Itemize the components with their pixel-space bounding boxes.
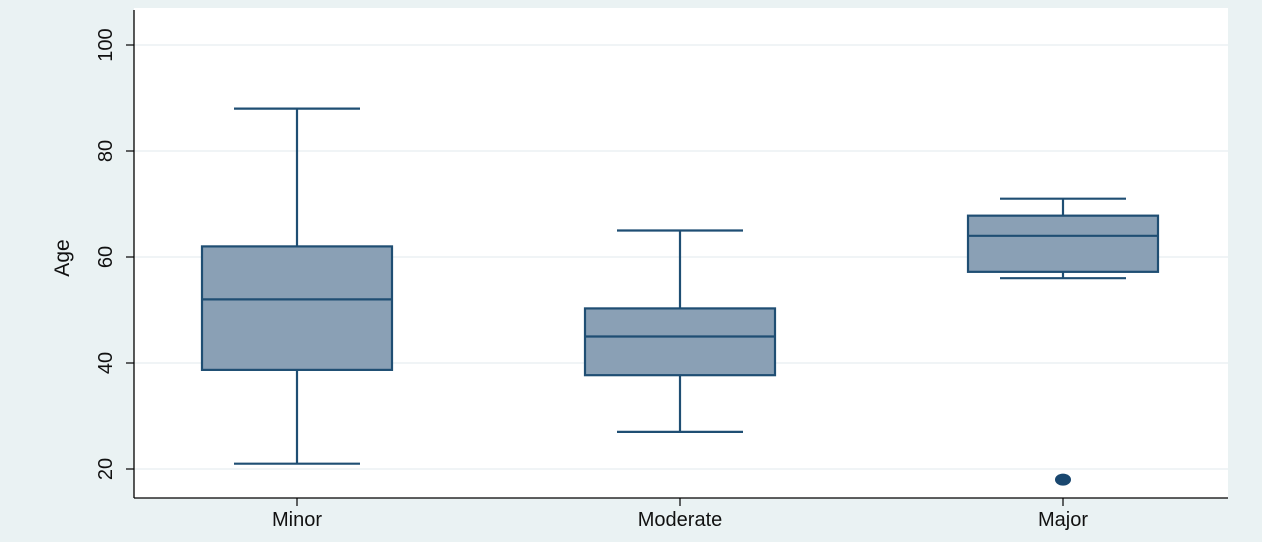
y-tick-label: 60 (95, 246, 117, 268)
iqr-box (966, 214, 1160, 273)
iqr-box (200, 245, 394, 371)
axes (133, 10, 1228, 499)
y-ticks: 20 40 60 80 100 (95, 28, 134, 480)
boxes (200, 107, 1160, 486)
x-ticks: Minor Moderate Major (272, 498, 1088, 531)
x-tick-label: Major (1038, 509, 1088, 531)
y-tick-label: 40 (95, 352, 117, 374)
box-moderate (583, 229, 777, 433)
outlier-point (1055, 473, 1071, 486)
box-major (966, 197, 1160, 486)
x-tick-label: Moderate (638, 509, 723, 531)
box-minor (200, 107, 394, 465)
x-tick-label: Minor (272, 509, 322, 531)
y-axis-title: Age (51, 239, 74, 276)
y-tick-label: 20 (95, 458, 117, 480)
iqr-box (583, 307, 777, 377)
y-tick-label: 100 (95, 28, 117, 61)
y-tick-label: 80 (95, 140, 117, 162)
